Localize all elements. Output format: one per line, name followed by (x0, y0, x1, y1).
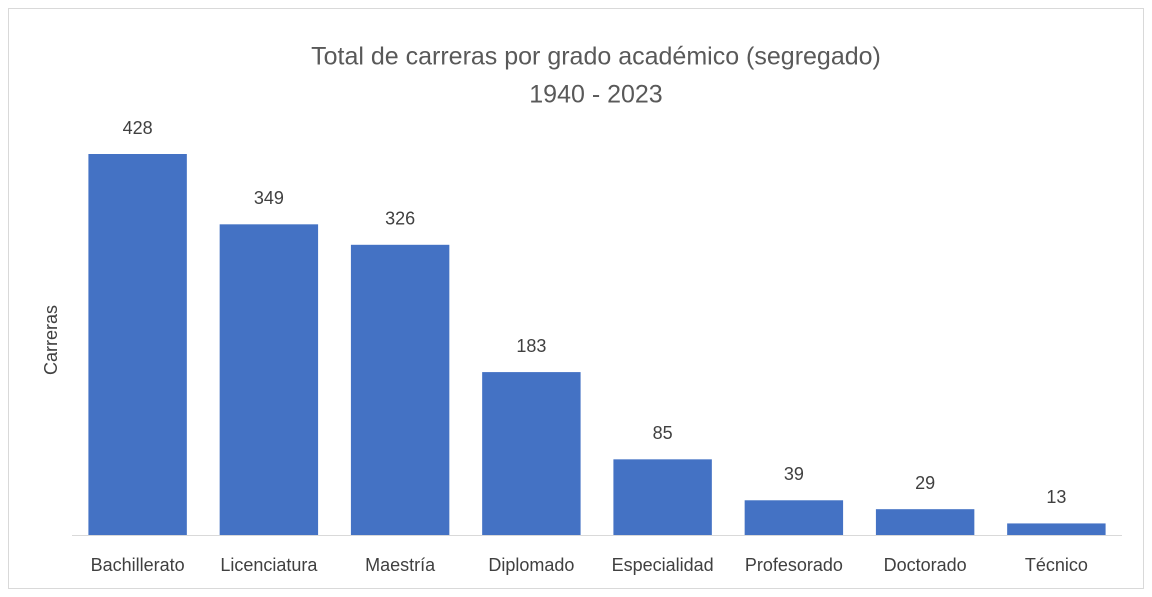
bar (1007, 523, 1106, 535)
data-label: 428 (123, 118, 153, 138)
x-tick-label: Profesorado (745, 555, 843, 575)
y-axis-label: Carreras (41, 305, 61, 375)
x-tick-label: Doctorado (884, 555, 967, 575)
x-tick-label: Técnico (1025, 555, 1088, 575)
data-label: 13 (1046, 487, 1066, 507)
chart-title: Total de carreras por grado académico (s… (311, 43, 881, 71)
x-tick-label: Diplomado (488, 555, 574, 575)
data-label: 85 (653, 423, 673, 443)
bar (350, 244, 450, 535)
bar (88, 154, 187, 535)
bar (219, 224, 319, 535)
bar (744, 500, 844, 535)
data-label: 29 (915, 473, 935, 493)
x-tick-label: Especialidad (612, 555, 714, 575)
bar (613, 459, 712, 535)
bar (482, 372, 581, 535)
data-label: 349 (254, 188, 284, 208)
data-label: 39 (784, 464, 804, 484)
x-tick-label: Licenciatura (220, 555, 318, 575)
x-tick-label: Maestría (365, 555, 436, 575)
bar (875, 509, 975, 535)
chart-subtitle: 1940 - 2023 (529, 81, 662, 109)
data-label: 183 (516, 336, 546, 356)
data-label: 326 (385, 209, 415, 229)
x-tick-label: Bachillerato (91, 555, 185, 575)
